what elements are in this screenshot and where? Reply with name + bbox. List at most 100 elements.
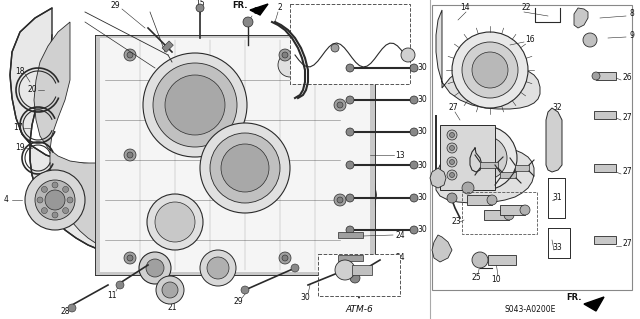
Text: 30: 30 [417,63,427,72]
Circle shape [410,96,418,104]
Circle shape [335,260,355,280]
Circle shape [243,17,253,27]
Circle shape [452,32,528,108]
Circle shape [346,96,354,104]
Bar [488,255,516,265]
Circle shape [410,161,418,169]
Text: 6: 6 [454,183,460,192]
Circle shape [147,194,203,250]
Text: 3: 3 [253,8,259,17]
Text: 14: 14 [460,4,470,12]
Bar [594,164,616,172]
Circle shape [487,195,497,205]
Circle shape [350,273,360,283]
Text: 22: 22 [521,4,531,12]
Polygon shape [584,297,604,311]
Bar [467,195,492,205]
Circle shape [337,197,343,203]
Text: 5: 5 [436,246,440,255]
Circle shape [334,99,346,111]
Bar [594,111,616,119]
Text: 23: 23 [451,218,461,226]
Text: 20: 20 [27,85,37,94]
Circle shape [52,182,58,188]
Text: FR.: FR. [232,2,248,11]
Text: 32: 32 [552,103,562,113]
Bar [594,236,616,244]
Polygon shape [436,115,534,203]
Polygon shape [10,8,376,274]
Circle shape [520,205,530,215]
Circle shape [124,49,136,61]
Circle shape [52,212,58,218]
Circle shape [45,190,65,210]
Text: 21: 21 [167,303,177,313]
Text: 1: 1 [216,278,220,286]
Circle shape [156,276,184,304]
Polygon shape [430,168,446,188]
Text: 33: 33 [552,243,562,253]
Circle shape [447,143,457,153]
Text: S043-A0200E: S043-A0200E [504,306,556,315]
Circle shape [449,145,454,151]
Circle shape [346,264,354,272]
Bar [338,255,363,261]
Text: 19: 19 [15,144,25,152]
Circle shape [67,197,73,203]
Circle shape [447,193,457,203]
Text: 16: 16 [525,35,535,44]
Circle shape [331,44,339,52]
Polygon shape [34,22,326,269]
Circle shape [279,49,291,61]
Circle shape [346,128,354,136]
Text: 30: 30 [417,226,427,234]
Circle shape [37,197,43,203]
Text: FR.: FR. [566,293,582,302]
Circle shape [449,132,454,137]
Circle shape [116,281,124,289]
Polygon shape [574,8,588,28]
Text: 15: 15 [195,0,205,9]
Circle shape [42,208,47,214]
Circle shape [346,194,354,202]
Circle shape [196,4,204,12]
Circle shape [334,194,346,206]
Circle shape [462,182,474,194]
Circle shape [124,252,136,264]
Circle shape [143,53,247,157]
Circle shape [410,128,418,136]
Text: 2: 2 [278,4,282,12]
Text: 10: 10 [491,276,501,285]
Bar [318,254,400,296]
Bar [480,162,498,168]
Bar [352,265,372,275]
Circle shape [155,202,195,242]
Circle shape [472,252,488,268]
Text: 7: 7 [440,158,445,167]
Text: 11: 11 [108,291,116,300]
Bar [95,35,375,275]
Text: 27: 27 [622,114,632,122]
Circle shape [241,286,249,294]
Polygon shape [436,10,540,109]
Text: 9: 9 [630,31,634,40]
Bar [596,72,616,80]
Bar [500,172,516,178]
Circle shape [282,255,288,261]
Text: 26: 26 [622,73,632,83]
Text: 31: 31 [552,194,562,203]
Circle shape [210,133,280,203]
Text: 27: 27 [448,103,458,113]
Text: E 7: E 7 [303,8,317,17]
Circle shape [410,64,418,72]
Circle shape [449,173,454,177]
Text: 28: 28 [60,308,70,316]
Circle shape [25,170,85,230]
Circle shape [472,52,508,88]
Text: 4: 4 [4,196,8,204]
Circle shape [221,144,269,192]
Text: 29: 29 [233,298,243,307]
Text: 27: 27 [622,240,632,249]
Circle shape [447,157,457,167]
Circle shape [282,52,288,58]
